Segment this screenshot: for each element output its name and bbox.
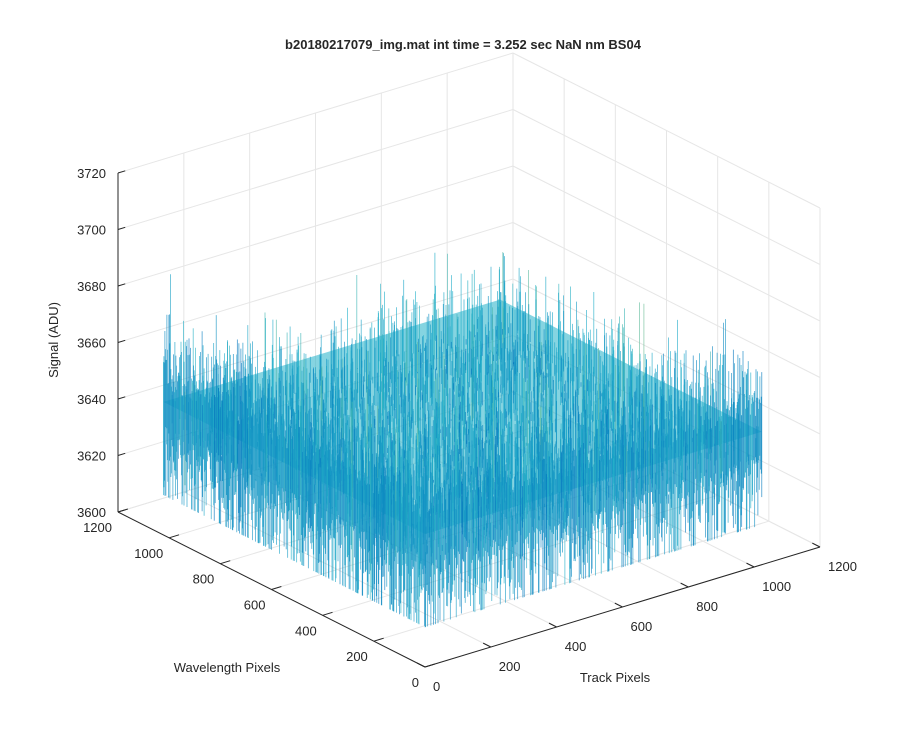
z-axis-label: Signal (ADU) bbox=[46, 302, 61, 378]
x-tick-labels: 0 200 400 600 800 1000 1200 bbox=[433, 559, 857, 694]
y-tick-mark bbox=[220, 560, 231, 565]
z-tick-mark bbox=[117, 283, 126, 287]
z-tick-label: 3720 bbox=[77, 166, 106, 181]
y-tick-mark bbox=[271, 586, 282, 590]
grid-line bbox=[512, 165, 821, 322]
grid-line bbox=[512, 222, 821, 378]
grid-line bbox=[512, 278, 821, 435]
x-tick-label: 600 bbox=[631, 619, 653, 634]
y-tick-mark bbox=[322, 611, 333, 616]
x-tick-label: 800 bbox=[696, 599, 718, 614]
z-tick-label: 3700 bbox=[77, 223, 106, 238]
x-tick-label: 1200 bbox=[828, 559, 857, 574]
x-tick-label: 400 bbox=[565, 639, 587, 654]
x-tick-mark bbox=[548, 622, 557, 628]
y-tick-label: 600 bbox=[244, 598, 266, 613]
x-tick-label: 200 bbox=[499, 659, 521, 674]
grid-line bbox=[373, 520, 769, 642]
x-tick-mark bbox=[614, 602, 623, 608]
grid-line bbox=[117, 109, 514, 230]
z-tick-labels: 3600 3620 3640 3660 3680 3700 3720 bbox=[77, 166, 106, 520]
z-tick-label: 3680 bbox=[77, 279, 106, 294]
surface-plot bbox=[163, 252, 763, 628]
y-tick-mark bbox=[373, 637, 384, 642]
y-tick-mark bbox=[424, 663, 436, 668]
grid-line bbox=[512, 109, 821, 265]
grid-line bbox=[117, 52, 514, 174]
y-tick-label: 1000 bbox=[134, 546, 163, 561]
y-tick-label: 0 bbox=[412, 675, 419, 690]
x-tick-mark bbox=[680, 582, 689, 588]
x-tick-label: 1000 bbox=[762, 579, 791, 594]
z-tick-mark bbox=[117, 170, 126, 174]
z-tick-label: 3660 bbox=[77, 336, 106, 351]
y-tick-label: 200 bbox=[346, 649, 368, 664]
axes bbox=[117, 170, 821, 668]
z-tick-mark bbox=[117, 509, 126, 513]
z-tick-label: 3600 bbox=[77, 505, 106, 520]
z-tick-mark bbox=[117, 396, 126, 400]
grid-line bbox=[512, 52, 821, 209]
x-tick-mark bbox=[482, 642, 492, 648]
z-tick-mark bbox=[117, 226, 126, 230]
y-axis-label: Wavelength Pixels bbox=[174, 660, 281, 675]
x-tick-mark bbox=[812, 542, 821, 548]
y-tick-mark bbox=[169, 534, 180, 539]
surface-left-face bbox=[163, 274, 426, 626]
y-tick-label: 1200 bbox=[83, 520, 112, 535]
surface-right-face bbox=[424, 319, 763, 628]
y-tick-label: 800 bbox=[193, 572, 215, 587]
z-tick-label: 3620 bbox=[77, 449, 106, 464]
x-tick-mark bbox=[417, 662, 426, 668]
z-tick-mark bbox=[117, 339, 126, 343]
z-tick-label: 3640 bbox=[77, 392, 106, 407]
x-axis-label: Track Pixels bbox=[580, 670, 651, 685]
grid-line bbox=[117, 165, 514, 287]
chart-title: b20180217079_img.mat int time = 3.252 se… bbox=[285, 37, 642, 52]
y-tick-label: 400 bbox=[295, 623, 317, 638]
z-tick-mark bbox=[117, 452, 126, 456]
y-tick-labels: 0 200 400 600 800 1000 1200 bbox=[83, 520, 419, 690]
x-tick-mark bbox=[746, 562, 755, 568]
x-tick-label: 0 bbox=[433, 679, 440, 694]
